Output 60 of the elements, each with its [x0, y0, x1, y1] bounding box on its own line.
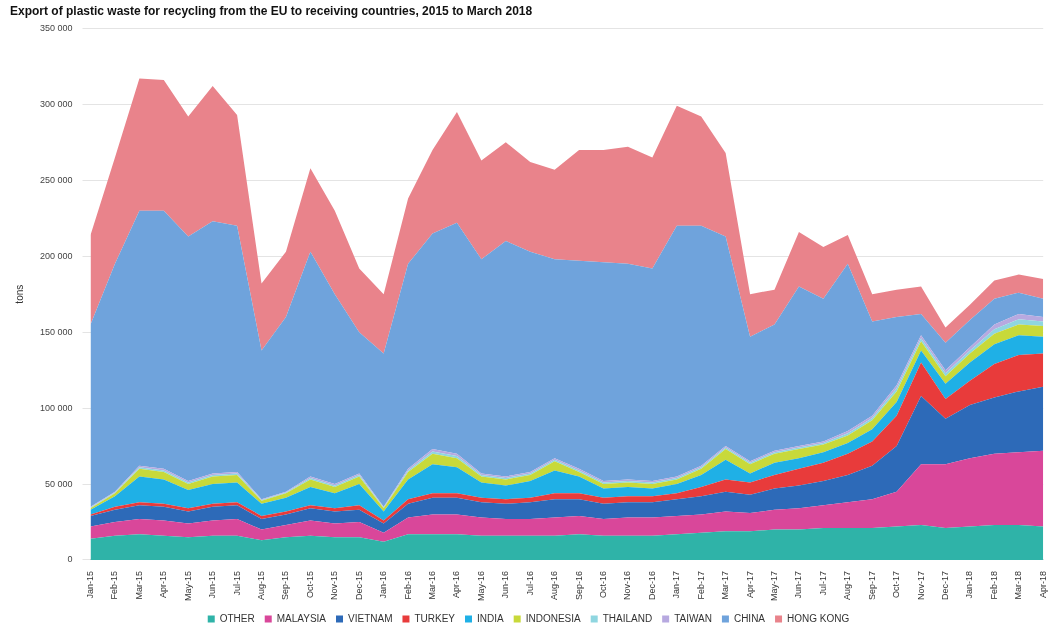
- x-tick-label: Apr-16: [451, 570, 462, 599]
- x-tick-label: Jul-16: [524, 570, 535, 596]
- y-tick-label: 250 000: [39, 174, 73, 185]
- y-tick-label: 350 000: [39, 22, 73, 33]
- y-tick-label: 0: [67, 554, 73, 565]
- x-tick-label: Jul-15: [231, 570, 242, 596]
- x-tick-label: Jan-15: [85, 570, 96, 599]
- x-tick-label: Aug-16: [549, 570, 560, 601]
- legend-label: MALAYSIA: [276, 612, 327, 624]
- x-tick-label: May-17: [768, 570, 779, 602]
- x-tick-label: Feb-17: [695, 570, 706, 600]
- x-tick-label: May-15: [182, 570, 193, 602]
- x-tick-label: Nov-15: [329, 570, 340, 601]
- y-tick-label: 100 000: [39, 402, 73, 413]
- y-tick-label: 50 000: [45, 478, 73, 489]
- legend-label: INDIA: [477, 612, 505, 624]
- x-tick-label: Nov-17: [915, 570, 926, 601]
- x-tick-label: Jun-16: [500, 570, 511, 599]
- legend-label: TAIWAN: [674, 612, 712, 624]
- x-tick-label: Mar-17: [720, 570, 731, 600]
- legend-label: TURKEY: [414, 612, 456, 624]
- x-tick-label: Dec-15: [353, 570, 364, 601]
- y-axis-title: tons: [13, 284, 25, 304]
- x-tick-label: Apr-18: [1037, 570, 1048, 599]
- x-tick-label: Apr-17: [744, 570, 755, 599]
- x-tick-label: Mar-18: [1013, 570, 1024, 600]
- x-tick-label: Feb-16: [402, 570, 413, 600]
- x-tick-label: Jul-17: [817, 570, 828, 596]
- x-tick-label: Sep-17: [866, 570, 877, 601]
- y-tick-label: 200 000: [39, 250, 73, 261]
- x-tick-label: Jan-18: [964, 570, 975, 599]
- x-tick-label: Sep-15: [280, 570, 291, 601]
- x-tick-label: Aug-15: [256, 570, 267, 601]
- x-tick-label: Mar-15: [133, 570, 144, 600]
- x-tick-label: Jun-17: [793, 570, 804, 599]
- x-tick-label: Jan-16: [378, 570, 389, 599]
- chart-title: Export of plastic waste for recycling from the EU to receiving countries, 2015 to March 2018: [10, 3, 533, 18]
- legend-label: HONG KONG: [787, 612, 850, 624]
- x-tick-label: Oct-16: [597, 570, 608, 599]
- legend-label: THAILAND: [602, 612, 653, 624]
- legend-label: CHINA: [733, 612, 766, 624]
- x-tick-label: Oct-17: [891, 570, 902, 599]
- legend-label: INDONESIA: [525, 612, 582, 624]
- x-tick-label: Sep-16: [573, 570, 584, 601]
- legend-label: OTHER: [219, 612, 255, 624]
- x-tick-label: Jun-15: [207, 570, 218, 599]
- legend-label: VIETNAM: [348, 612, 393, 624]
- y-tick-label: 300 000: [39, 98, 73, 109]
- x-tick-label: Feb-15: [109, 570, 120, 600]
- x-tick-label: Dec-17: [939, 570, 950, 601]
- y-tick-label: 150 000: [39, 326, 73, 337]
- x-tick-label: May-16: [475, 570, 486, 602]
- x-tick-label: Feb-18: [988, 570, 999, 600]
- x-tick-label: Oct-15: [304, 570, 315, 599]
- x-tick-label: Jan-17: [671, 570, 682, 599]
- x-tick-label: Nov-16: [622, 570, 633, 601]
- x-tick-label: Apr-15: [158, 570, 169, 599]
- x-tick-label: Mar-16: [427, 570, 437, 600]
- x-tick-label: Aug-17: [842, 570, 853, 601]
- x-tick-label: Dec-16: [646, 570, 657, 601]
